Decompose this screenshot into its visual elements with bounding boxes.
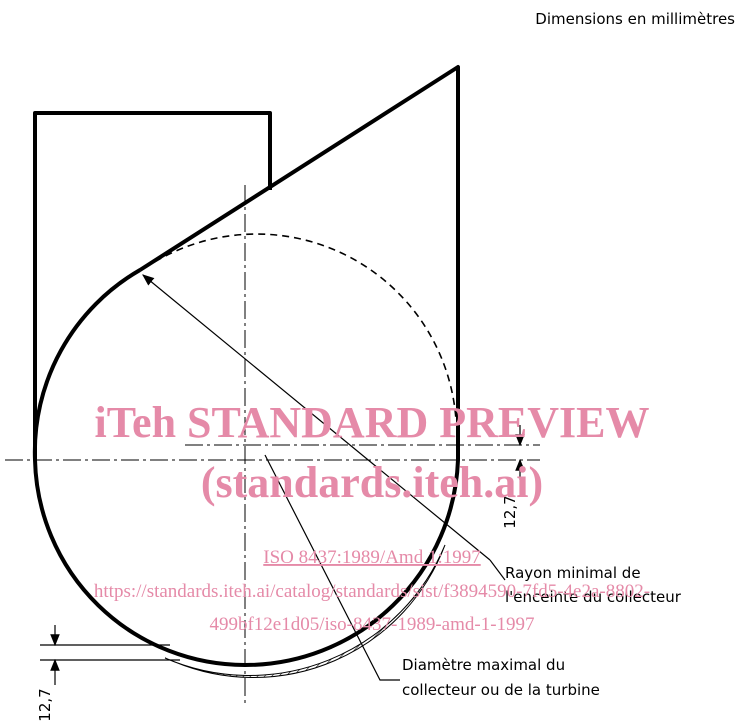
dimension-label: 12,7 <box>501 495 519 528</box>
hatched-area <box>164 544 446 679</box>
dimension-label: 12,7 <box>36 688 54 721</box>
watermark-title: iTeh STANDARD PREVIEW <box>95 398 650 447</box>
watermark-site: (standards.iteh.ai) <box>201 458 543 507</box>
rectangle-outline <box>33 111 272 460</box>
watermark-url[interactable]: https://standards.iteh.ai/catalog/standa… <box>94 581 650 602</box>
radius-leader <box>142 274 491 561</box>
label: Rayon minimal de <box>505 564 641 582</box>
dashed-arc <box>144 233 457 421</box>
label: Diamètre maximal du <box>402 656 565 674</box>
watermark-doc[interactable]: ISO 8437:1989/Amd 1:1997 <box>263 547 480 568</box>
label: l'enceinte du collecteur <box>505 588 682 606</box>
watermark-url[interactable]: 499bf12e1d05/iso-8437-1989-amd-1-1997 <box>209 614 534 635</box>
diameter-leader <box>264 454 400 681</box>
radius-leader <box>489 559 506 581</box>
enclosure-outline <box>32 65 460 667</box>
units-note: Dimensions en millimètres <box>535 10 735 28</box>
label: collecteur ou de la turbine <box>402 681 600 699</box>
